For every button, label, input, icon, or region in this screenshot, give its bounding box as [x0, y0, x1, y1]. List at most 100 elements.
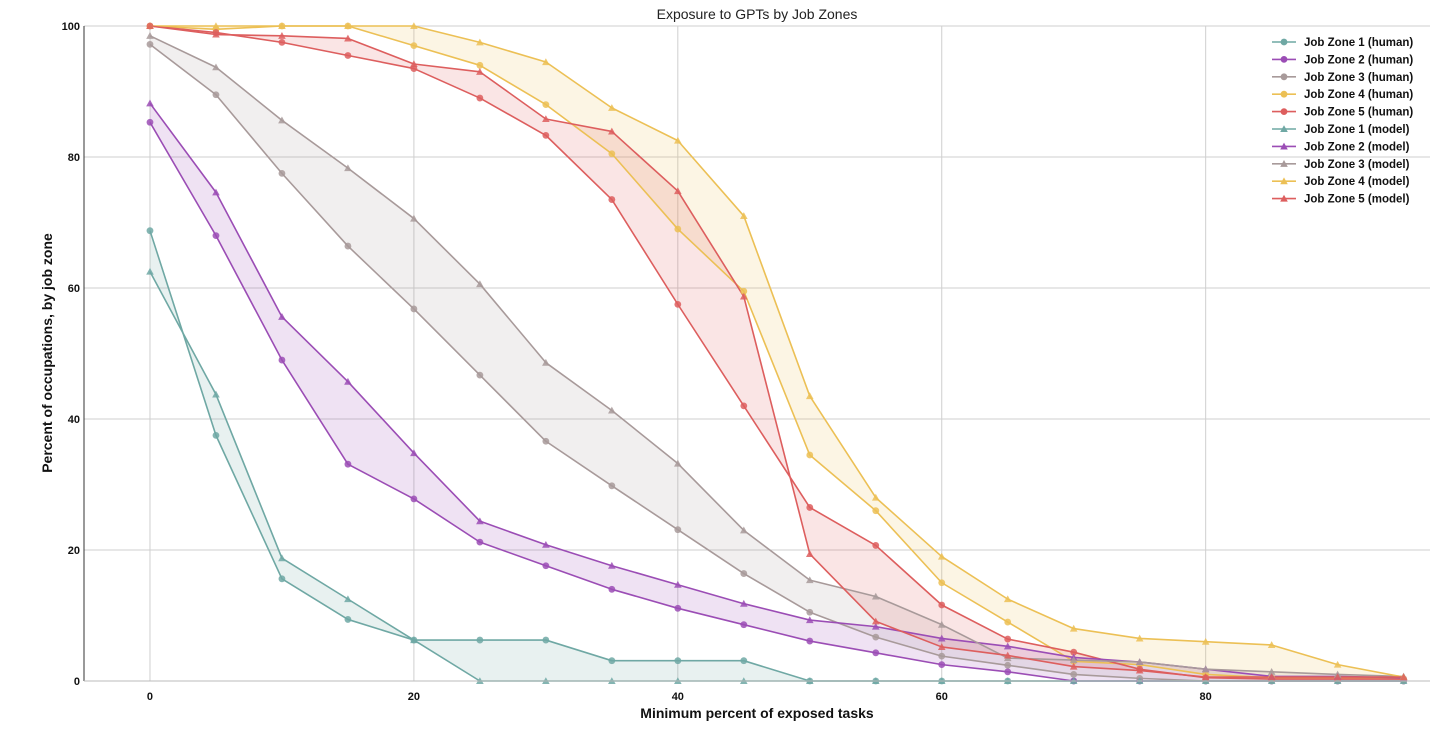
- data-point: [674, 526, 682, 534]
- data-point: [1004, 618, 1012, 626]
- data-point: [410, 22, 418, 30]
- data-point: [344, 460, 352, 468]
- data-point: [344, 164, 352, 172]
- data-point: [212, 30, 220, 38]
- data-point: [278, 116, 286, 124]
- data-point: [674, 300, 682, 308]
- data-point: [1333, 673, 1342, 681]
- y-tick-labels: 0 20 40 60 80 100: [62, 21, 80, 688]
- data-point: [740, 212, 748, 219]
- data-point: [937, 620, 946, 628]
- data-point: [1069, 656, 1078, 664]
- data-point: [806, 608, 814, 616]
- data-point: [740, 599, 748, 607]
- data-point: [278, 313, 286, 320]
- data-point: [476, 94, 484, 102]
- data-point: [937, 552, 946, 560]
- data-point: [608, 196, 616, 203]
- data-point: [1069, 624, 1078, 632]
- data-point: [740, 621, 748, 629]
- data-point: [1135, 658, 1144, 666]
- data-point: [278, 38, 286, 46]
- data-point: [278, 32, 286, 39]
- data-point: [740, 292, 748, 300]
- data-point: [146, 267, 154, 275]
- x-tick-label: 80: [1200, 691, 1212, 703]
- data-point: [278, 554, 286, 562]
- data-point: [542, 101, 550, 108]
- data-point: [476, 38, 484, 46]
- data-point: [608, 104, 616, 111]
- series-markers: [146, 22, 1408, 685]
- series-line: [149, 25, 1404, 680]
- legend-label: Job Zone 1 (model): [1304, 124, 1410, 136]
- data-point: [410, 42, 418, 50]
- data-point: [872, 507, 880, 515]
- data-point: [542, 115, 550, 123]
- series-line: [149, 25, 1404, 678]
- x-tick-labels: 0 20 40 60 80: [147, 691, 1212, 703]
- data-point: [212, 22, 220, 30]
- data-point: [1003, 642, 1012, 650]
- data-point: [806, 637, 814, 645]
- data-point: [674, 225, 682, 233]
- data-point: [410, 60, 418, 68]
- data-point: [542, 636, 550, 644]
- data-point: [805, 576, 814, 584]
- legend-label: Job Zone 1 (human): [1304, 37, 1413, 49]
- data-point: [344, 595, 352, 603]
- legend-label: Job Zone 4 (model): [1304, 176, 1410, 188]
- legend-marker: [1280, 108, 1288, 115]
- data-point: [1004, 661, 1012, 669]
- data-point: [410, 305, 418, 313]
- x-axis-label: Minimum percent of exposed tasks: [640, 705, 874, 721]
- legend-marker: [1280, 90, 1288, 98]
- data-point: [278, 356, 286, 364]
- data-point: [938, 661, 946, 669]
- data-point: [476, 517, 484, 525]
- data-point: [608, 657, 616, 665]
- data-point: [1201, 665, 1210, 673]
- data-point: [740, 570, 748, 577]
- data-point: [608, 482, 616, 490]
- data-point: [872, 633, 880, 641]
- y-tick-label: 20: [68, 545, 80, 557]
- data-point: [1004, 635, 1012, 643]
- legend: Job Zone 1 (human) Job Zone 2 (human) Job …: [1272, 37, 1413, 206]
- data-point: [1069, 662, 1078, 670]
- data-point: [1135, 634, 1144, 642]
- legend-label: Job Zone 5 (human): [1304, 107, 1413, 119]
- legend-marker: [1280, 73, 1288, 81]
- series-line: [149, 35, 1404, 678]
- x-tick-label: 60: [936, 691, 948, 703]
- data-point: [608, 127, 616, 135]
- data-point: [542, 58, 550, 66]
- data-point: [608, 150, 616, 158]
- y-tick-label: 80: [68, 152, 80, 164]
- data-point: [805, 392, 814, 400]
- data-point: [674, 459, 682, 467]
- data-point: [146, 227, 154, 235]
- data-point: [278, 575, 286, 583]
- data-point: [1070, 648, 1078, 656]
- data-point: [871, 617, 880, 625]
- data-point: [740, 287, 748, 295]
- data-point: [542, 562, 550, 570]
- data-point: [212, 188, 220, 196]
- data-point: [212, 63, 220, 71]
- data-point: [212, 390, 220, 398]
- x-tick-label: 20: [408, 691, 420, 703]
- data-point: [344, 52, 352, 59]
- data-point: [146, 22, 154, 30]
- data-point: [1333, 660, 1342, 668]
- legend-marker: [1280, 56, 1288, 63]
- data-point: [740, 402, 748, 410]
- legend-marker: [1280, 142, 1288, 150]
- data-point: [212, 431, 220, 439]
- data-point: [608, 585, 616, 593]
- data-point: [476, 636, 484, 644]
- y-axis-label: Percent of occupations, by job zone: [39, 233, 55, 473]
- axes: [83, 26, 1430, 682]
- data-point: [740, 526, 748, 534]
- data-point: [476, 61, 484, 69]
